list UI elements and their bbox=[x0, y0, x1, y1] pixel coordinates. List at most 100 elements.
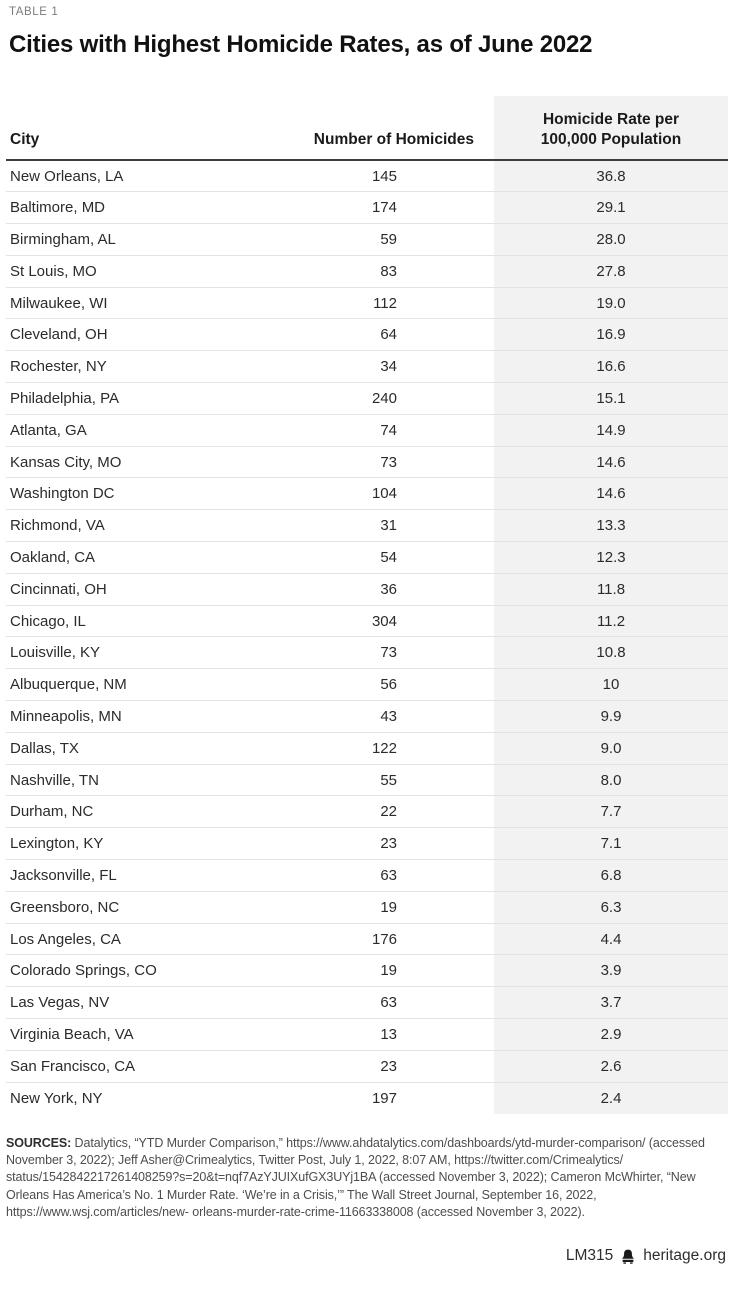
homicide-rate-cell: 3.9 bbox=[494, 954, 728, 987]
city-cell: Richmond, VA bbox=[6, 509, 284, 542]
homicide-rate-cell: 9.0 bbox=[494, 731, 728, 765]
table-row: Albuquerque, NM 56 10 bbox=[6, 668, 728, 701]
document-id: LM315 bbox=[565, 1247, 614, 1265]
homicides-count-cell: 34 bbox=[284, 350, 494, 383]
homicide-rate-cell: 12.3 bbox=[494, 541, 728, 574]
city-cell: Lexington, KY bbox=[6, 827, 284, 860]
homicide-rate-cell: 16.6 bbox=[494, 350, 728, 383]
table-row: Colorado Springs, CO 19 3.9 bbox=[6, 954, 728, 987]
homicide-rate-cell: 8.0 bbox=[494, 763, 728, 796]
homicides-count-cell: 63 bbox=[284, 859, 494, 892]
homicide-rate-cell: 4.4 bbox=[494, 922, 728, 955]
table-row: Washington DC 104 14.6 bbox=[6, 477, 728, 510]
homicide-rate-cell: 29.1 bbox=[494, 191, 728, 224]
homicide-rates-table: City Number of Homicides Homicide Rate p… bbox=[6, 96, 728, 1114]
city-cell: Atlanta, GA bbox=[6, 413, 284, 447]
city-cell: Chicago, IL bbox=[6, 604, 284, 637]
column-header-city: City bbox=[6, 96, 284, 161]
city-cell: Dallas, TX bbox=[6, 731, 284, 765]
city-cell: New York, NY bbox=[6, 1081, 284, 1114]
table-row: Atlanta, GA 74 14.9 bbox=[6, 413, 728, 447]
homicide-rate-cell: 10.8 bbox=[494, 636, 728, 669]
city-cell: Birmingham, AL bbox=[6, 223, 284, 256]
liberty-bell-icon bbox=[620, 1249, 636, 1264]
table-row: Louisville, KY 73 10.8 bbox=[6, 636, 728, 669]
sources-text: Datalytics, “YTD Murder Comparison,” htt… bbox=[6, 1135, 705, 1219]
homicides-count-cell: 197 bbox=[284, 1081, 494, 1114]
homicides-count-cell: 43 bbox=[284, 700, 494, 733]
table-row: St Louis, MO 83 27.8 bbox=[6, 254, 728, 288]
city-cell: Cleveland, OH bbox=[6, 318, 284, 351]
city-cell: Louisville, KY bbox=[6, 636, 284, 669]
homicides-count-cell: 36 bbox=[284, 572, 494, 606]
table-row: Jacksonville, FL 63 6.8 bbox=[6, 859, 728, 892]
homicides-count-cell: 74 bbox=[284, 413, 494, 447]
column-header-homicide-rate: Homicide Rate per 100,000 Population bbox=[494, 96, 728, 161]
homicide-rate-cell: 11.8 bbox=[494, 572, 728, 606]
table-row: San Francisco, CA 23 2.6 bbox=[6, 1049, 728, 1083]
homicides-count-cell: 19 bbox=[284, 954, 494, 987]
homicide-rate-cell: 2.6 bbox=[494, 1049, 728, 1083]
city-cell: Virginia Beach, VA bbox=[6, 1018, 284, 1051]
table-row: Kansas City, MO 73 14.6 bbox=[6, 445, 728, 478]
table-body: New Orleans, LA 145 36.8 Baltimore, MD 1… bbox=[6, 160, 728, 1114]
homicide-rate-cell: 2.9 bbox=[494, 1018, 728, 1051]
city-cell: Washington DC bbox=[6, 477, 284, 510]
homicide-rate-cell: 13.3 bbox=[494, 509, 728, 542]
homicide-rate-cell: 19.0 bbox=[494, 286, 728, 319]
city-cell: Albuquerque, NM bbox=[6, 668, 284, 701]
table-row: Richmond, VA 31 13.3 bbox=[6, 509, 728, 542]
city-cell: Baltimore, MD bbox=[6, 191, 284, 224]
homicide-rate-cell: 9.9 bbox=[494, 700, 728, 733]
column-header-number-of-homicides: Number of Homicides bbox=[284, 96, 494, 161]
table-row: Baltimore, MD 174 29.1 bbox=[6, 191, 728, 224]
homicide-rate-cell: 3.7 bbox=[494, 986, 728, 1019]
homicides-count-cell: 59 bbox=[284, 223, 494, 256]
table-row: Dallas, TX 122 9.0 bbox=[6, 731, 728, 765]
city-cell: Colorado Springs, CO bbox=[6, 954, 284, 987]
table-row: Nashville, TN 55 8.0 bbox=[6, 763, 728, 796]
homicides-count-cell: 112 bbox=[284, 286, 494, 319]
homicide-rate-cell: 14.6 bbox=[494, 477, 728, 510]
city-cell: Philadelphia, PA bbox=[6, 382, 284, 415]
table-row: Cincinnati, OH 36 11.8 bbox=[6, 572, 728, 606]
table-row: New York, NY 197 2.4 bbox=[6, 1081, 728, 1114]
homicides-count-cell: 122 bbox=[284, 731, 494, 765]
table-row: Lexington, KY 23 7.1 bbox=[6, 827, 728, 860]
table-row: Durham, NC 22 7.7 bbox=[6, 795, 728, 828]
table-row: New Orleans, LA 145 36.8 bbox=[6, 160, 728, 192]
page-title: Cities with Highest Homicide Rates, as o… bbox=[9, 31, 593, 58]
city-cell: San Francisco, CA bbox=[6, 1049, 284, 1083]
homicide-rate-cell: 28.0 bbox=[494, 223, 728, 256]
homicide-rate-cell: 16.9 bbox=[494, 318, 728, 351]
homicides-count-cell: 73 bbox=[284, 636, 494, 669]
homicide-rate-cell: 11.2 bbox=[494, 604, 728, 637]
homicides-count-cell: 13 bbox=[284, 1018, 494, 1051]
page-footer: LM315 heritage.org bbox=[6, 1247, 728, 1265]
city-cell: St Louis, MO bbox=[6, 254, 284, 288]
homicide-rate-cell: 36.8 bbox=[494, 160, 728, 192]
homicide-rate-cell: 6.3 bbox=[494, 890, 728, 924]
table-row: Greensboro, NC 19 6.3 bbox=[6, 890, 728, 924]
column-header-homicide-rate-text: Homicide Rate per 100,000 Population bbox=[540, 111, 682, 148]
table-row: Philadelphia, PA 240 15.1 bbox=[6, 382, 728, 415]
city-cell: Kansas City, MO bbox=[6, 445, 284, 478]
homicide-rate-cell: 7.1 bbox=[494, 827, 728, 860]
homicide-rate-cell: 7.7 bbox=[494, 795, 728, 828]
table-row: Cleveland, OH 64 16.9 bbox=[6, 318, 728, 351]
city-cell: Oakland, CA bbox=[6, 541, 284, 574]
table-label: TABLE 1 bbox=[9, 6, 59, 18]
city-cell: Cincinnati, OH bbox=[6, 572, 284, 606]
homicides-count-cell: 63 bbox=[284, 986, 494, 1019]
homicides-count-cell: 54 bbox=[284, 541, 494, 574]
homicide-rate-cell: 15.1 bbox=[494, 382, 728, 415]
homicides-count-cell: 22 bbox=[284, 795, 494, 828]
table-row: Minneapolis, MN 43 9.9 bbox=[6, 700, 728, 733]
sources-note: SOURCES: Datalytics, “YTD Murder Compari… bbox=[6, 1135, 728, 1221]
homicide-rate-cell: 27.8 bbox=[494, 254, 728, 288]
table-header: City Number of Homicides Homicide Rate p… bbox=[6, 96, 728, 161]
homicides-count-cell: 23 bbox=[284, 1049, 494, 1083]
table-row: Los Angeles, CA 176 4.4 bbox=[6, 922, 728, 955]
table-row: Chicago, IL 304 11.2 bbox=[6, 604, 728, 637]
homicides-count-cell: 64 bbox=[284, 318, 494, 351]
